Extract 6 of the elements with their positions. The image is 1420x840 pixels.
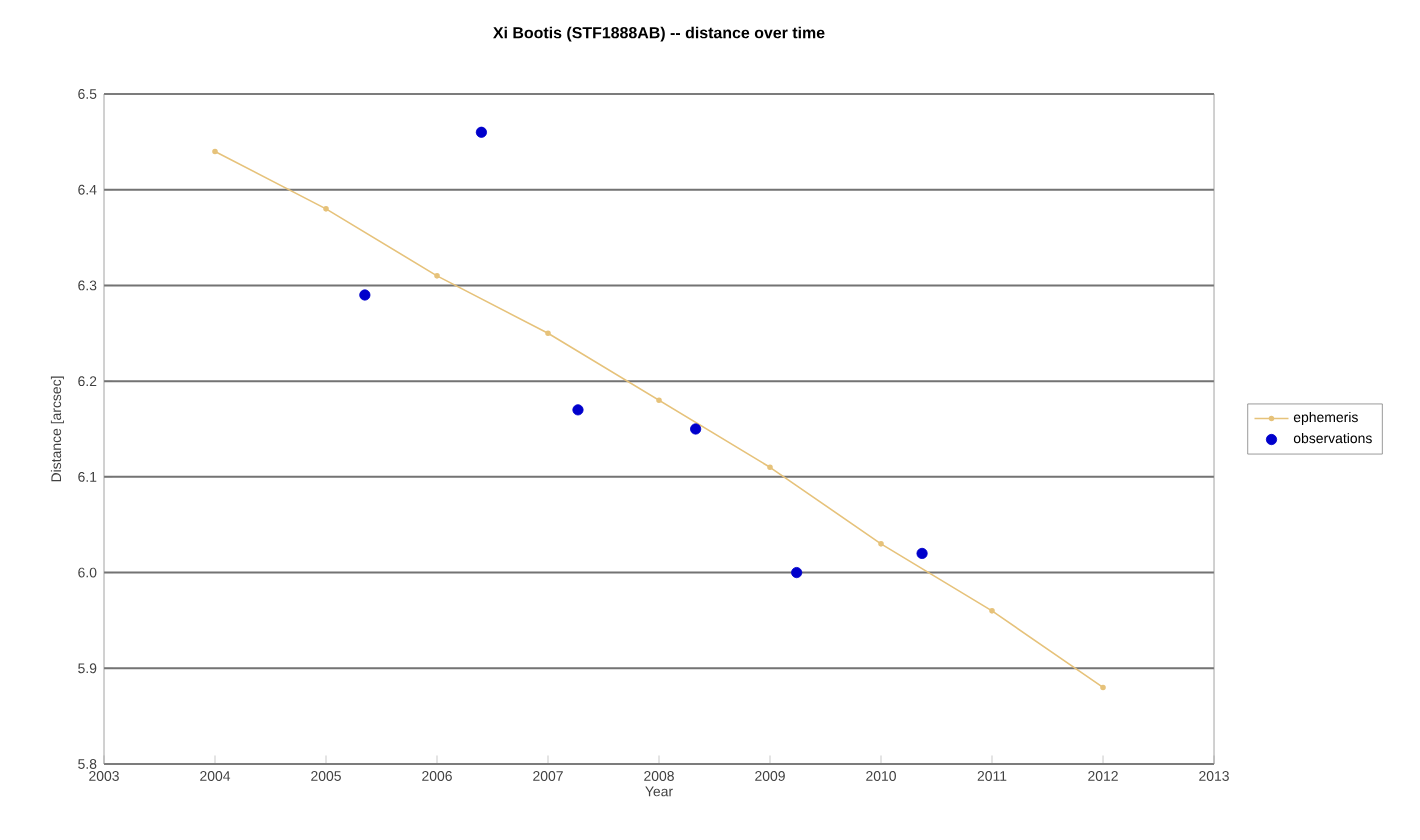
point bbox=[359, 289, 371, 301]
point bbox=[916, 547, 928, 560]
point bbox=[791, 566, 803, 579]
point bbox=[572, 404, 584, 416]
point bbox=[475, 126, 487, 138]
point bbox=[690, 423, 702, 435]
